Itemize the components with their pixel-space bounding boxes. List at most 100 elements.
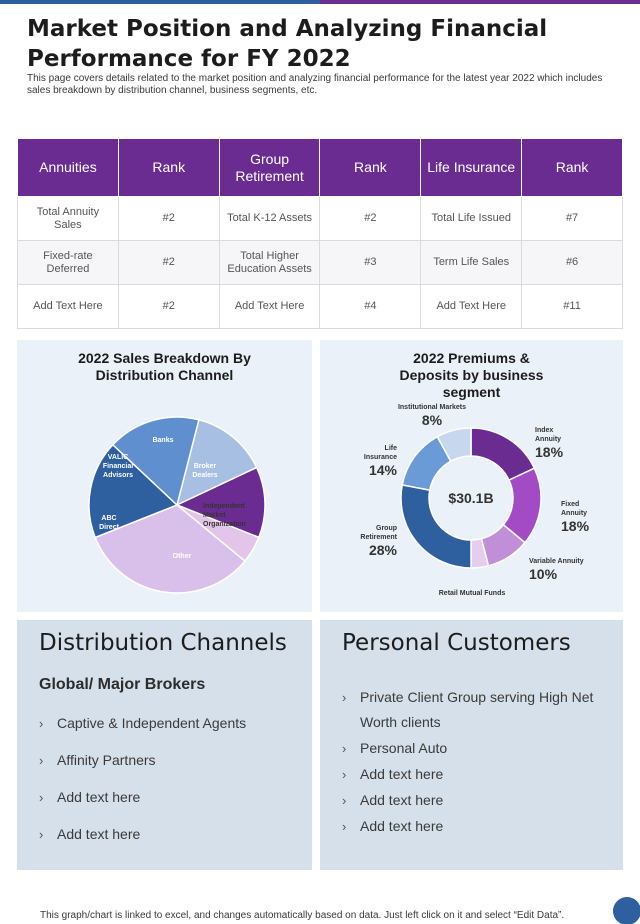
table-row: Fixed-rate Deferred #2 Total Higher Educ… [17, 240, 623, 285]
table-cell: Total Higher Education Assets [218, 240, 321, 285]
list-item-text: Private Client Group serving High Net Wo… [360, 689, 594, 730]
pie-slice-valic-financial-advisors [111, 416, 200, 507]
donut-value-fixed-annuity: 18% [561, 518, 590, 534]
chevron-right-icon: › [342, 741, 347, 756]
chevron-right-icon: › [342, 690, 347, 705]
donut-label-life-insurance: Life Insurance [364, 445, 397, 461]
pie-label-valic-financial-advisors: VALIC Financial Advisors [103, 454, 133, 479]
table-cell: #2 [117, 196, 220, 241]
pie-label-independent-market-organization: Independent Market Organization [203, 503, 246, 528]
chevron-right-icon: › [39, 716, 44, 731]
table-row: Total Annuity Sales #2 Total K-12 Assets… [17, 196, 623, 241]
header-annuities: Annuities [17, 138, 119, 197]
table-header-row: Annuities Rank Group Retirement Rank Lif… [17, 138, 623, 197]
list-item: › Captive & Independent Agents [39, 715, 299, 732]
donut-label-index-annuity: Index Annuity [535, 427, 561, 443]
table-cell: Add Text Here [218, 284, 321, 329]
pie-slice-other [94, 504, 246, 594]
donut-label-variable-annuity: Variable Annuity [529, 558, 584, 565]
top-accent-bar [0, 0, 640, 4]
table-cell: Total K-12 Assets [218, 196, 321, 241]
header-group-retirement: Group Retirement [218, 138, 321, 197]
list-item: › Private Client Group serving High Net W… [342, 685, 602, 735]
pie-chart-title: 2022 Sales Breakdown By Distribution Cha… [78, 350, 251, 383]
pie-slice-banks [175, 418, 258, 507]
list-item: › Add text here [342, 762, 602, 787]
distribution-list: › Captive & Independent Agents › Affinity … [39, 715, 299, 843]
list-item-text: Affinity Partners [57, 752, 156, 768]
chevron-right-icon: › [342, 819, 347, 834]
list-item: › Add text here [39, 826, 299, 843]
accent-purple-segment [320, 0, 640, 4]
list-item-text: Add text here [57, 789, 141, 805]
table-cell: #3 [319, 240, 422, 285]
chevron-right-icon: › [39, 790, 44, 805]
table-cell: #2 [319, 196, 422, 241]
list-item-text: Add text here [360, 766, 444, 782]
table-cell: #6 [521, 240, 623, 285]
personal-list: › Private Client Group serving High Net W… [342, 685, 602, 839]
list-item-text: Add text here [360, 818, 444, 834]
personal-customers-box: Personal Customers › Private Client Group… [320, 620, 623, 870]
list-item-text: Personal Auto [360, 740, 448, 756]
distribution-title: Distribution Channels [39, 630, 287, 656]
table-cell: #7 [521, 196, 623, 241]
market-rank-table: Annuities Rank Group Retirement Rank Lif… [17, 138, 623, 329]
chevron-right-icon: › [342, 767, 347, 782]
list-item: › Affinity Partners [39, 752, 299, 769]
pie-slice-abc-direct [88, 443, 179, 539]
table-cell: Add Text Here [17, 284, 119, 329]
list-item: › Personal Auto [342, 736, 602, 761]
list-item-text: Captive & Independent Agents [57, 715, 247, 731]
donut-value-variable-annuity: 10% [529, 566, 558, 582]
donut-value-index-annuity: 18% [535, 444, 564, 460]
table-cell: Total Life Issued [420, 196, 523, 241]
donut-label-institutional-markets: Institutional Markets [398, 404, 466, 411]
page-title: Market Position and Analyzing Financial … [27, 16, 548, 72]
personal-title: Personal Customers [342, 630, 571, 656]
footer-note: This graph/chart is linked to excel, and… [40, 910, 565, 921]
table-row: Add Text Here #2 Add Text Here #4 Add Te… [17, 284, 623, 329]
donut-center-total: $30.1B [448, 490, 493, 506]
accent-blue-segment [0, 0, 320, 4]
pie-label-broker-dealers: Broker Dealers [192, 463, 217, 479]
page-subtitle: This page covers details related to the … [27, 73, 603, 96]
chevron-right-icon: › [39, 827, 44, 842]
donut-slice-institutional-markets [436, 427, 472, 463]
pie-slice-broker-dealers [175, 466, 266, 539]
chevron-right-icon: › [342, 793, 347, 808]
list-item-text: Add text here [360, 792, 444, 808]
donut-value-life-insurance: 14% [369, 462, 398, 478]
header-life-insurance: Life Insurance [420, 138, 523, 197]
header-rank: Rank [117, 138, 220, 197]
table-cell: #4 [319, 284, 422, 329]
donut-label-fixed-annuity: Fixed Annuity [561, 501, 587, 517]
table-cell: Fixed-rate Deferred [17, 240, 119, 285]
pie-label-abc-direct: ABC Direct [99, 515, 120, 531]
header-rank: Rank [319, 138, 422, 197]
chevron-right-icon: › [39, 753, 44, 768]
list-item-text: Add text here [57, 826, 141, 842]
donut-label-retail-mutual-funds: Retail Mutual Funds [439, 590, 506, 597]
donut-label-group-retirement: Group Retirement [360, 525, 397, 541]
sales-breakdown-panel: Banks Broker Dealers Independent Market Organ… [17, 340, 312, 612]
pie-label-banks: Banks [152, 437, 173, 444]
sales-breakdown-pie-chart: Banks Broker Dealers Independent Market Organ… [88, 416, 266, 594]
distribution-channels-box: Distribution Channels Global/ Major Brok… [17, 620, 312, 870]
donut-value-institutional-markets: 8% [422, 412, 443, 428]
table-cell: #11 [521, 284, 623, 329]
table-cell: #2 [117, 284, 220, 329]
list-item: › Add text here [39, 789, 299, 806]
header-rank: Rank [521, 138, 623, 197]
table-cell: #2 [117, 240, 220, 285]
table-cell: Total Annuity Sales [17, 196, 119, 241]
list-item: › Add text here [342, 788, 602, 813]
donut-chart-title: 2022 Premiums & Deposits by business seg… [399, 350, 544, 400]
table-cell: Term Life Sales [420, 240, 523, 285]
table-cell: Add Text Here [420, 284, 523, 329]
distribution-subtitle: Global/ Major Brokers [39, 676, 206, 693]
donut-value-group-retirement: 28% [369, 542, 398, 558]
list-item: › Add text here [342, 814, 602, 839]
premiums-deposits-panel: $30.1B Index Annuity 18% Fixed Annuity 18% Vari… [320, 340, 623, 612]
